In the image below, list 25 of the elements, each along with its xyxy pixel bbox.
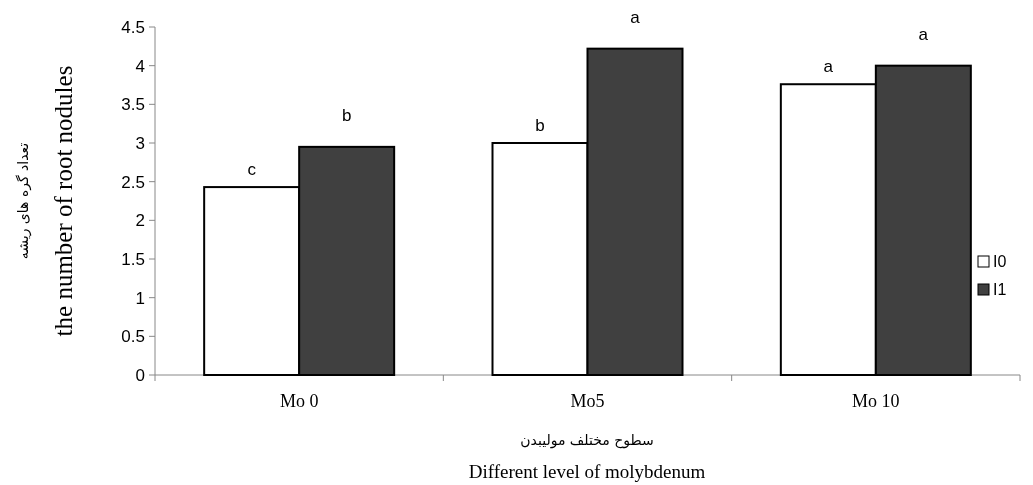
- data-label: b: [535, 116, 545, 135]
- y-tick-label: 2.5: [121, 172, 145, 192]
- y-tick-label: 1: [135, 288, 145, 308]
- legend-label: I0: [993, 253, 1007, 270]
- y-tick-label: 2: [135, 211, 145, 231]
- x-tick-label: Mo 10: [852, 391, 900, 411]
- data-label: a: [823, 57, 834, 77]
- x-tick-label: Mo 0: [279, 391, 319, 411]
- y-tick-label: 1.5: [121, 250, 145, 269]
- text: سطوح مختلف مولیبدن: [520, 432, 654, 449]
- y-tick-label: 0.5: [121, 327, 145, 347]
- data-label: a: [918, 24, 929, 44]
- y-tick-label: 3.5: [121, 95, 145, 115]
- x-axis-title: Different level of molybdenum: [468, 461, 706, 482]
- y-axis-title: the number of root nodules: [50, 65, 77, 337]
- y-tick-label: 3: [135, 134, 145, 153]
- data-label: a: [630, 7, 641, 27]
- text: تعداد گره های ریشه: [15, 142, 32, 260]
- data-label: b: [341, 105, 352, 125]
- data-label: c: [247, 160, 257, 180]
- x-tick-label: Mo5: [570, 391, 605, 411]
- y-tick-label: 4: [135, 56, 145, 76]
- y-tick-label: 4.5: [121, 18, 145, 37]
- legend-label: I1: [993, 281, 1007, 298]
- y-tick-label: 0: [135, 366, 145, 385]
